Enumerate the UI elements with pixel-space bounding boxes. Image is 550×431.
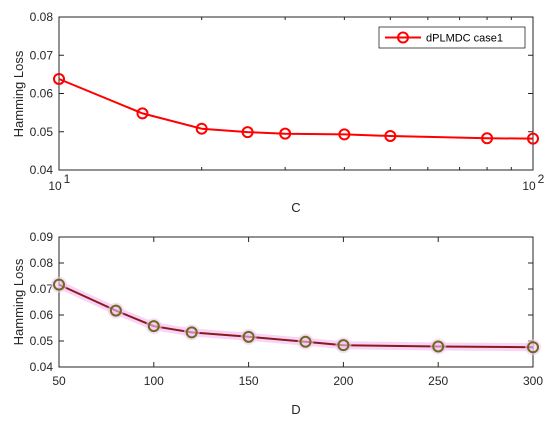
bottom-data-point bbox=[337, 339, 350, 352]
bottom-data-point bbox=[185, 326, 198, 339]
top-x-tick-label-exponent: 1 bbox=[64, 172, 71, 186]
top-data-point bbox=[195, 122, 208, 135]
top-y-tick-label: 0.07 bbox=[30, 48, 54, 62]
top-data-point bbox=[136, 107, 149, 120]
bottom-data-point bbox=[109, 304, 122, 317]
bottom-y-tick-label: 0.04 bbox=[30, 360, 54, 374]
top-data-point bbox=[279, 127, 292, 140]
top-x-tick-label: 10 bbox=[48, 179, 62, 193]
legend-marker-swatch bbox=[397, 31, 409, 44]
legend: dPLMDC case1 bbox=[378, 26, 526, 49]
top-y-tick-label: 0.06 bbox=[30, 87, 54, 101]
top-series-line bbox=[58, 78, 534, 140]
bottom-data-point bbox=[432, 340, 445, 353]
bottom-subplot: 0.04 0.05 0.06 0.07 0.08 0.09 50 100 150 200 250 30… bbox=[11, 230, 543, 417]
bottom-x-tick-label: 300 bbox=[523, 374, 543, 388]
bottom-axis-ticks: 0.04 0.05 0.06 0.07 0.08 0.09 50 100 150 200 250 30… bbox=[30, 230, 544, 388]
bottom-data-point bbox=[299, 335, 312, 348]
legend-box bbox=[378, 26, 526, 49]
top-y-tick-label: 0.08 bbox=[30, 10, 54, 24]
bottom-x-tick-label: 50 bbox=[52, 374, 66, 388]
top-data-point bbox=[527, 132, 539, 145]
top-x-tick-label-exponent: 2 bbox=[538, 172, 545, 186]
top-data-point bbox=[481, 132, 494, 145]
bottom-data-point bbox=[147, 320, 160, 333]
bottom-data-point bbox=[527, 341, 539, 354]
bottom-data-point bbox=[242, 330, 255, 343]
top-series bbox=[53, 72, 539, 145]
top-data-point bbox=[241, 126, 254, 139]
top-y-tick-label: 0.05 bbox=[30, 125, 54, 139]
bottom-y-axis-label: Hamming Loss bbox=[11, 258, 26, 345]
legend-entry-label: dPLMDC case1 bbox=[426, 33, 503, 45]
top-y-tick-label: 0.04 bbox=[30, 163, 54, 177]
bottom-y-tick-label: 0.09 bbox=[30, 230, 54, 244]
bottom-x-tick-label: 100 bbox=[144, 374, 164, 388]
bottom-data-point bbox=[53, 278, 65, 291]
bottom-x-tick-label: 150 bbox=[239, 374, 259, 388]
bottom-y-tick-label: 0.08 bbox=[30, 256, 54, 270]
bottom-x-tick-label: 250 bbox=[428, 374, 448, 388]
top-data-point bbox=[384, 129, 397, 142]
top-data-point bbox=[338, 128, 351, 141]
top-data-point bbox=[53, 72, 65, 85]
bottom-y-tick-label: 0.07 bbox=[30, 282, 54, 296]
bottom-y-tick-label: 0.05 bbox=[30, 334, 54, 348]
top-x-axis-label: C bbox=[291, 200, 300, 215]
bottom-y-tick-label: 0.06 bbox=[30, 308, 54, 322]
bottom-x-tick-label: 200 bbox=[333, 374, 353, 388]
top-x-tick-label: 10 bbox=[522, 179, 536, 193]
bottom-series bbox=[51, 276, 541, 356]
bottom-x-axis-label: D bbox=[291, 402, 300, 417]
top-y-axis-label: Hamming Loss bbox=[11, 50, 26, 137]
